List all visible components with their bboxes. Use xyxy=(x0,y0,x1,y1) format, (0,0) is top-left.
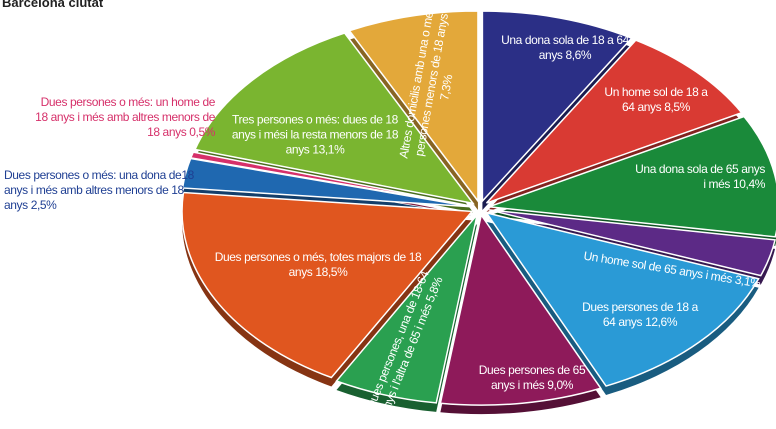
slice xyxy=(484,211,760,387)
slice xyxy=(181,191,474,379)
slice-label: Dues persones o més, totes majors de 18 … xyxy=(203,250,433,280)
slice xyxy=(189,151,472,207)
slice xyxy=(488,115,776,238)
value-label: 2,5% xyxy=(30,198,57,212)
value-label: 8,6% xyxy=(565,48,592,62)
value-label: 9,0% xyxy=(547,378,574,392)
slice xyxy=(488,209,776,277)
slice xyxy=(439,213,602,406)
value-label: 10,4% xyxy=(732,177,765,191)
value-label: 7,3% xyxy=(437,73,456,102)
category-label: Una dona sola de 18 a 64 anys xyxy=(501,33,629,62)
value-label: 0,5% xyxy=(189,125,215,139)
slice-label: Un home sol de 18 a 64 anys 8,5% xyxy=(601,85,711,115)
value-label: 18,5% xyxy=(315,265,348,279)
category-label: Un home sol de 18 a 64 anys xyxy=(604,85,708,114)
slice-label: Tres persones o més: dues de 18 anys i m… xyxy=(228,113,403,158)
slice xyxy=(193,32,475,205)
slice xyxy=(335,214,478,404)
slice-label: Dues persones o més: una dona de18 anys … xyxy=(4,168,194,213)
category-label: Dues persones o més: una dona de18 anys … xyxy=(4,168,194,212)
value-label: 8,5% xyxy=(664,100,690,114)
slice xyxy=(348,10,479,204)
slice-label: Dues persones o més: un home de 18 anys … xyxy=(30,95,215,140)
slice-label: Una dona sola de 65 anys i més 10,4% xyxy=(635,162,765,192)
value-label: 13,1% xyxy=(312,142,345,157)
slice xyxy=(481,10,634,203)
slice-label: Dues persones de 65 anys i més 9,0% xyxy=(472,363,592,393)
slice-label: Una dona sola de 18 a 64 anys 8,6% xyxy=(495,33,635,63)
category-label: Dues persones de 18 a 64 anys xyxy=(582,300,698,329)
slice-label: Dues persones de 18 a 64 anys 12,6% xyxy=(580,300,700,330)
category-label: Dues persones o més, totes majors de 18 … xyxy=(214,250,422,279)
value-label: 3,1% xyxy=(733,272,762,291)
category-label: Tres persones o més: dues de 18 anys i m… xyxy=(231,112,399,157)
category-label: Dues persones o més: un home de 18 anys … xyxy=(35,95,215,139)
category-label: Una dona sola de 65 anys i més xyxy=(635,162,765,191)
value-label: 12,6% xyxy=(645,315,678,329)
category-label: Dues persones de 65 anys i més xyxy=(478,363,586,392)
slice xyxy=(485,39,743,204)
chart-title: Barcelona ciutat xyxy=(2,0,104,10)
